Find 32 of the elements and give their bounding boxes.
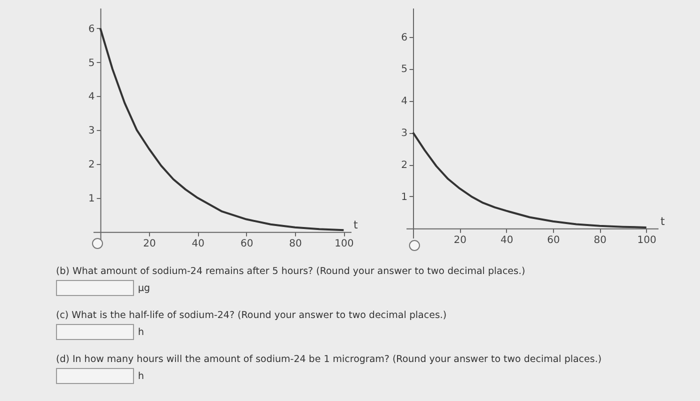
x-tick-label: 80 (594, 234, 607, 246)
y-tick-label: 2 (401, 160, 408, 172)
y-tick-label: 1 (88, 193, 95, 204)
y-tick-label: 2 (88, 160, 95, 170)
x-tick-label: 20 (143, 238, 156, 250)
y-tick-label: 4 (401, 96, 408, 108)
text: h (138, 370, 144, 382)
x-tick-label: 40 (192, 238, 205, 250)
y-tick-label: 3 (401, 128, 408, 140)
y-tick-label: 5 (88, 58, 95, 69)
y-tick-label: 1 (401, 192, 408, 203)
y-tick-label: 4 (88, 92, 95, 103)
y-tick-label: 6 (88, 24, 95, 35)
x-tick-label: 20 (454, 234, 467, 246)
x-tick-label: 60 (240, 238, 254, 250)
y-tick-label: 6 (401, 32, 408, 44)
text: (b) What amount of sodium-24 remains after 5 hours? (Round your answer to two decimal places.) (56, 266, 526, 277)
x-tick-label: 60 (547, 234, 560, 246)
line-series (99, 27, 345, 232)
x-axis-title: t (354, 218, 358, 232)
x-tick-label: 100 (334, 238, 354, 250)
line-series (412, 132, 648, 228)
text: (d) In how many hours will the amount of sodium-24 be 1 microgram? (Round your answer to two decimal places.) (56, 354, 603, 365)
y-tick-label: 3 (88, 126, 95, 137)
text: h (138, 326, 144, 338)
x-tick-label: 40 (500, 234, 514, 246)
x-axis-title: t (660, 214, 666, 228)
text: μg (138, 282, 150, 294)
x-tick-label: 100 (637, 234, 656, 246)
text: (c) What is the half-life of sodium-24? (Round your answer to two decimal places.) (56, 310, 448, 321)
x-tick-label: 80 (289, 238, 302, 250)
y-tick-label: 5 (401, 64, 408, 76)
